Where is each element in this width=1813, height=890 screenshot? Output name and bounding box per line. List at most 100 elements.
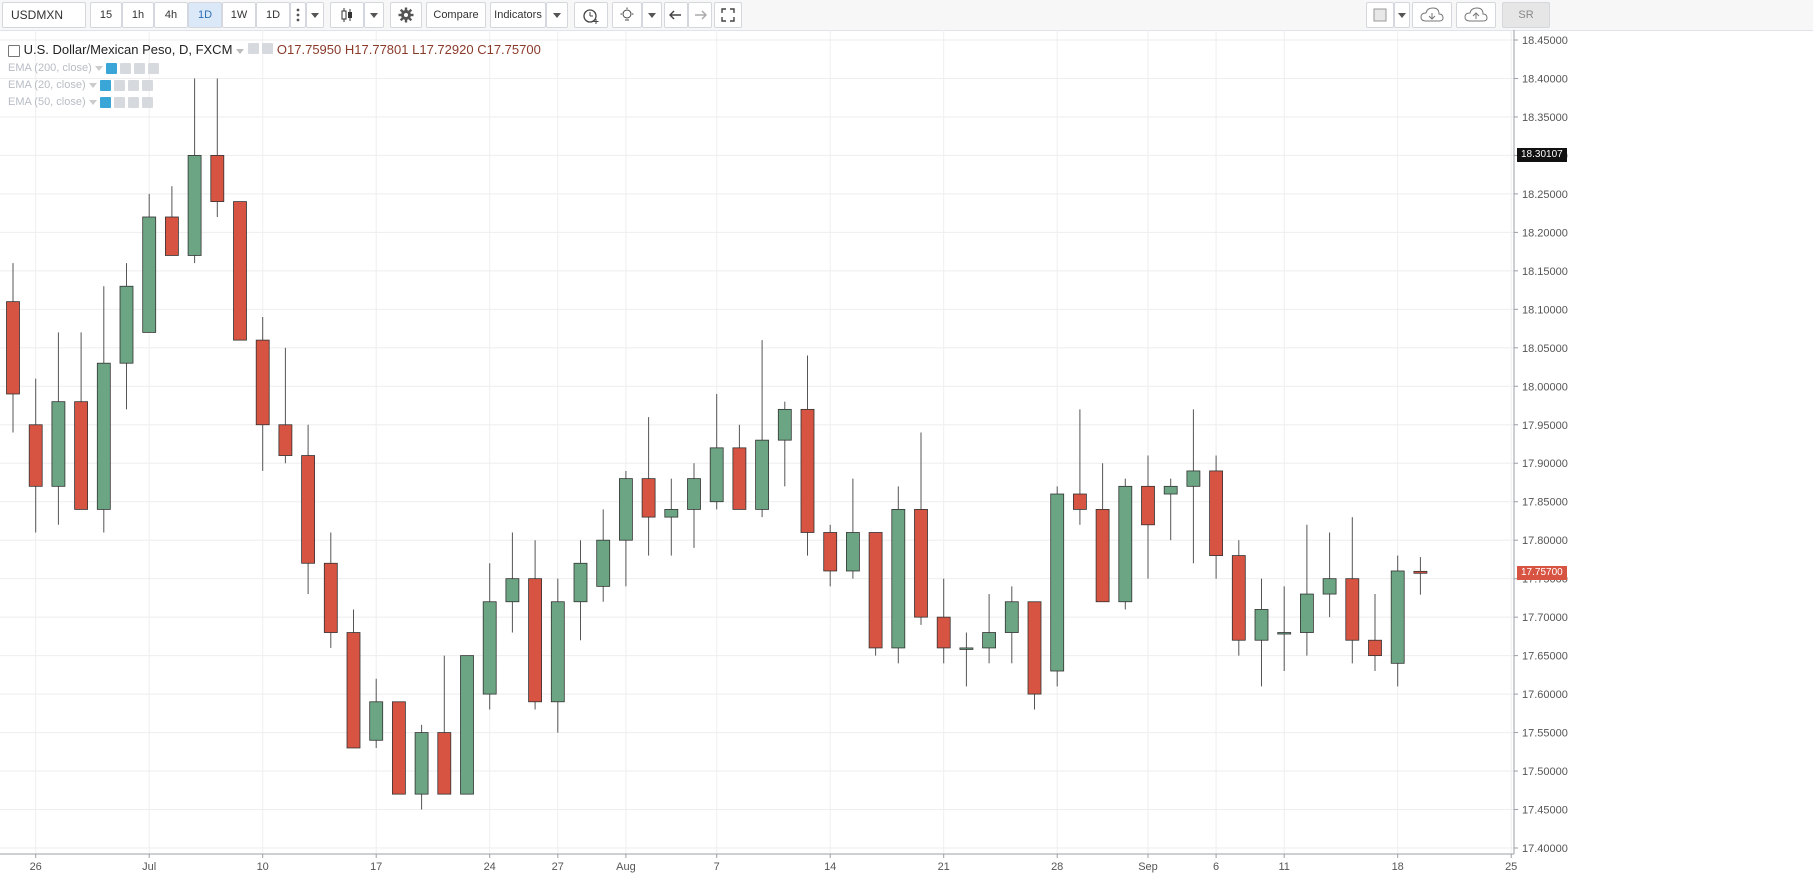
- time-tick-label: 26: [30, 861, 42, 873]
- redo-icon[interactable]: [688, 2, 712, 28]
- candle-up: [414, 732, 429, 795]
- candle-down: [301, 455, 316, 564]
- candle-down: [255, 339, 270, 426]
- sr-button[interactable]: SR: [1502, 2, 1550, 28]
- price-tick-label: 18.00000: [1522, 381, 1568, 393]
- candle-up: [687, 478, 701, 510]
- idea-dropdown-icon[interactable]: [642, 2, 662, 28]
- ema-20-settings-icon[interactable]: [113, 79, 125, 91]
- candle-up: [482, 601, 497, 695]
- ema-200-settings-icon[interactable]: [119, 62, 131, 74]
- top-toolbar: USDMXN 15 1h 4h 1D 1W 1D Compare Indicat…: [0, 0, 1813, 31]
- ema-20-close-icon[interactable]: [141, 79, 153, 91]
- price-axis: 17.40000 17.45000 17.50000 17.55000 17.60000…: [1514, 35, 1568, 855]
- candle-down: [164, 216, 179, 256]
- indicators-dropdown-icon[interactable]: [546, 2, 568, 28]
- ema-50-dropdown-icon[interactable]: [88, 99, 97, 105]
- candle-down: [1027, 601, 1042, 695]
- interval-1h-button[interactable]: 1h: [122, 2, 154, 28]
- candle-down: [6, 301, 20, 395]
- crosshair-price-tag: 18.30107: [1517, 147, 1567, 162]
- price-tick-label: 17.85000: [1522, 497, 1568, 509]
- price-tick-label: 18.20000: [1522, 227, 1568, 239]
- settings-gear-icon[interactable]: [390, 2, 422, 28]
- legend-open: O17.75950: [276, 42, 342, 57]
- ema-50-row[interactable]: EMA (50, close): [8, 96, 153, 108]
- legend-eye-icon[interactable]: [247, 43, 259, 54]
- time-tick-label: 18: [1392, 861, 1404, 873]
- time-tick-label: Aug: [616, 861, 636, 873]
- candle-up: [846, 532, 860, 572]
- candle-down: [1345, 578, 1360, 641]
- price-chart[interactable]: 17.40000 17.45000 17.50000 17.55000 17.60000…: [0, 30, 1813, 890]
- legend-settings-icon[interactable]: [262, 43, 274, 54]
- candle-up: [709, 447, 724, 503]
- candles-layer: [6, 78, 1428, 810]
- interval-custom-button[interactable]: 1D: [256, 2, 290, 28]
- ema-20-eye-icon[interactable]: [99, 79, 111, 91]
- interval-1w-button[interactable]: 1W: [222, 2, 256, 28]
- symbol-input[interactable]: USDMXN: [2, 2, 86, 28]
- candle-down: [1209, 470, 1223, 556]
- alert-clock-icon[interactable]: [574, 2, 608, 28]
- layout-square-icon[interactable]: [1366, 2, 1394, 28]
- time-tick-label: 27: [552, 861, 564, 873]
- candle-down: [1413, 570, 1428, 574]
- price-tick-label: 17.45000: [1522, 805, 1568, 817]
- ema-20-row[interactable]: EMA (20, close): [8, 79, 153, 91]
- idea-lightbulb-icon[interactable]: [612, 2, 642, 28]
- candle-up: [187, 155, 202, 256]
- interval-1d-button[interactable]: 1D: [188, 2, 222, 28]
- candle-up: [1322, 578, 1337, 595]
- ema-50-settings-icon[interactable]: [113, 96, 125, 108]
- candle-down: [437, 732, 452, 795]
- undo-icon[interactable]: [664, 2, 688, 28]
- candle-down: [74, 401, 88, 510]
- ema-50-close-icon[interactable]: [141, 96, 153, 108]
- ema-50-eye-icon[interactable]: [99, 96, 111, 108]
- candle-up: [1390, 570, 1405, 664]
- time-tick-label: Sep: [1138, 861, 1158, 873]
- ema-200-plus-icon[interactable]: [133, 62, 145, 74]
- interval-dropdown-icon[interactable]: [306, 2, 324, 28]
- fullscreen-icon[interactable]: [714, 2, 742, 28]
- chart-type-dropdown-icon[interactable]: [364, 2, 384, 28]
- ema-200-dropdown-icon[interactable]: [94, 65, 103, 71]
- interval-15-button[interactable]: 15: [90, 2, 122, 28]
- ema-200-eye-icon[interactable]: [105, 62, 117, 74]
- ema-200-close-icon[interactable]: [147, 62, 159, 74]
- ema-50-plus-icon[interactable]: [127, 96, 139, 108]
- compare-button[interactable]: Compare: [426, 2, 486, 28]
- price-tick-label: 18.35000: [1522, 112, 1568, 124]
- ema-200-row[interactable]: EMA (200, close): [8, 62, 159, 74]
- cloud-download-icon[interactable]: [1412, 2, 1452, 28]
- ema-20-plus-icon[interactable]: [127, 79, 139, 91]
- legend-close: C17.75700: [477, 42, 541, 57]
- candle-up: [119, 285, 134, 364]
- interval-4h-button[interactable]: 4h: [154, 2, 188, 28]
- candle-up: [959, 647, 974, 650]
- price-tick-label: 17.50000: [1522, 766, 1568, 778]
- time-axis: 26 Jul 10 17 24 27 Aug 7 14 21 28 Sep 6 11 18 25: [30, 854, 1517, 873]
- price-tick-label: 18.15000: [1522, 266, 1568, 278]
- ema-20-dropdown-icon[interactable]: [88, 82, 97, 88]
- candle-up: [982, 632, 996, 649]
- candle-up: [1118, 485, 1133, 603]
- ema-200-label: EMA (200, close): [8, 62, 92, 74]
- candles-chart-type-icon[interactable]: [330, 2, 364, 28]
- more-intervals-icon[interactable]: [290, 2, 306, 28]
- candle-up: [51, 401, 66, 487]
- cloud-upload-icon[interactable]: [1456, 2, 1496, 28]
- candle-down: [391, 701, 406, 795]
- time-tick-label: 28: [1051, 861, 1063, 873]
- indicators-button[interactable]: Indicators: [490, 2, 546, 28]
- price-tick-label: 17.55000: [1522, 728, 1568, 740]
- candle-up: [1254, 609, 1269, 641]
- candle-up: [142, 216, 157, 333]
- collapse-legend-icon[interactable]: [8, 44, 20, 57]
- legend-dropdown-icon[interactable]: [236, 49, 245, 54]
- layout-dropdown-icon[interactable]: [1394, 2, 1410, 28]
- candle-up: [505, 578, 520, 603]
- time-tick-label: 25: [1505, 861, 1517, 873]
- ema-20-label: EMA (20, close): [8, 79, 86, 91]
